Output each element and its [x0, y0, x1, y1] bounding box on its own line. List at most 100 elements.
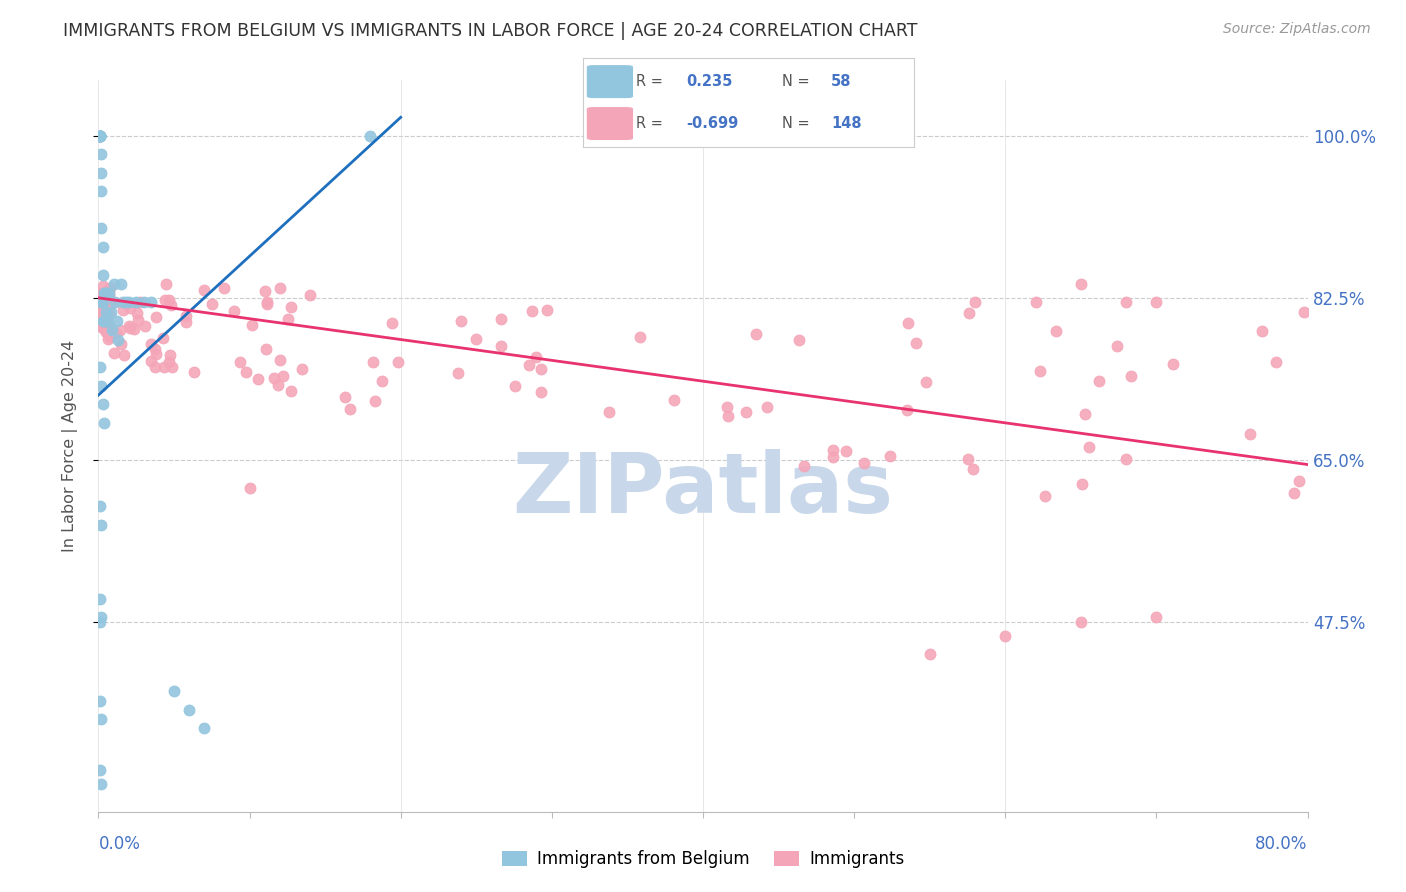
FancyBboxPatch shape	[586, 107, 633, 140]
Point	[98, 281, 121, 295]
Point	[1070, 277, 1092, 291]
Point	[143, 342, 166, 356]
Point	[1071, 476, 1094, 491]
Text: -0.699: -0.699	[686, 116, 738, 131]
Point	[127, 312, 149, 326]
Point	[111, 295, 134, 310]
Point	[598, 405, 620, 419]
Point	[105, 314, 128, 328]
Point	[89, 310, 111, 324]
Point	[91, 268, 114, 282]
Point	[253, 284, 276, 298]
Point	[163, 684, 186, 698]
Point	[1119, 368, 1142, 383]
Point	[756, 400, 779, 414]
Point	[174, 315, 197, 329]
Point	[91, 314, 114, 328]
Point	[239, 481, 262, 495]
Point	[89, 128, 111, 143]
Point	[89, 591, 111, 606]
Point	[90, 517, 112, 532]
Point	[965, 295, 987, 310]
Point	[125, 295, 148, 310]
Point	[162, 359, 184, 374]
Point	[745, 327, 768, 342]
Point	[821, 450, 844, 464]
Point	[716, 401, 738, 415]
Point	[267, 378, 290, 392]
Point	[904, 336, 927, 351]
Point	[1239, 426, 1261, 441]
Text: 58: 58	[831, 74, 852, 89]
Text: 148: 148	[831, 116, 862, 131]
Point	[90, 147, 112, 161]
Point	[1070, 615, 1092, 629]
Point	[120, 320, 142, 334]
Point	[91, 295, 114, 310]
Point	[104, 295, 127, 310]
Point	[628, 330, 651, 344]
Point	[1088, 374, 1111, 388]
Point	[852, 456, 875, 470]
Point	[145, 310, 167, 324]
Point	[91, 240, 114, 254]
Text: N =: N =	[782, 116, 810, 131]
Text: Source: ZipAtlas.com: Source: ZipAtlas.com	[1223, 22, 1371, 37]
Point	[153, 293, 176, 307]
Point	[93, 314, 115, 328]
Point	[1045, 324, 1067, 338]
Point	[90, 166, 112, 180]
Point	[530, 385, 553, 400]
Point	[91, 320, 114, 334]
Point	[201, 297, 224, 311]
Point	[957, 305, 980, 319]
Point	[100, 304, 122, 318]
Point	[371, 374, 394, 388]
Point	[89, 128, 111, 143]
Text: 80.0%: 80.0%	[1256, 835, 1308, 853]
Point	[93, 286, 115, 301]
Point	[94, 286, 117, 301]
Point	[89, 499, 111, 513]
Point	[1161, 357, 1184, 371]
Point	[335, 390, 357, 404]
Point	[1078, 440, 1101, 454]
Point	[97, 307, 120, 321]
Point	[143, 359, 166, 374]
Point	[503, 378, 526, 392]
Point	[1115, 295, 1137, 310]
Point	[118, 319, 141, 334]
Point	[93, 301, 115, 316]
Point	[155, 277, 177, 292]
Point	[89, 128, 111, 143]
Point	[125, 305, 148, 319]
Point	[224, 303, 246, 318]
Point	[118, 295, 141, 310]
Point	[491, 339, 513, 353]
Point	[228, 355, 250, 369]
Point	[97, 327, 120, 342]
Point	[91, 397, 114, 411]
Point	[361, 355, 384, 369]
Point	[152, 331, 174, 345]
Point	[89, 128, 111, 143]
Point	[94, 296, 117, 310]
Point	[96, 286, 118, 301]
Text: IMMIGRANTS FROM BELGIUM VS IMMIGRANTS IN LABOR FORCE | AGE 20-24 CORRELATION CHA: IMMIGRANTS FROM BELGIUM VS IMMIGRANTS IN…	[63, 22, 918, 40]
Point	[90, 295, 112, 310]
Point	[89, 693, 111, 707]
Point	[246, 372, 269, 386]
Point	[94, 323, 117, 337]
Point	[114, 295, 136, 310]
Point	[90, 221, 112, 235]
Point	[91, 286, 114, 301]
Point	[1284, 485, 1306, 500]
Text: N =: N =	[782, 74, 810, 89]
Point	[97, 318, 120, 332]
Point	[110, 336, 132, 351]
Point	[132, 295, 155, 310]
Point	[235, 365, 257, 379]
FancyBboxPatch shape	[586, 65, 633, 98]
Point	[254, 342, 277, 356]
Point	[98, 286, 121, 301]
